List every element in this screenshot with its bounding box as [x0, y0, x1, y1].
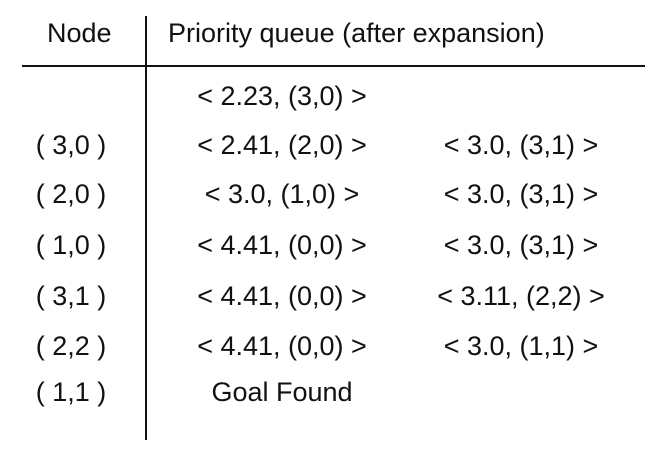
node-cell: ( 1,1 ) [35, 377, 107, 407]
queue-entry: < 4.41, (0,0) > [197, 331, 367, 361]
header-divider [22, 65, 645, 67]
column-divider [145, 16, 147, 440]
node-cell: ( 3,1 ) [35, 281, 107, 311]
queue-entry: < 2.23, (3,0) > [197, 81, 367, 111]
table-row: < 2.23, (3,0) > [0, 76, 655, 116]
queue-entry: < 3.11, (2,2) > [437, 281, 605, 311]
table-row: ( 2,0 ) < 3.0, (1,0) > < 3.0, (3,1) > [0, 174, 655, 214]
queue-entry: < 2.41, (2,0) > [197, 130, 367, 160]
queue-entry: < 3.0, (1,0) > [204, 179, 360, 209]
queue-entry: < 3.0, (1,1) > [443, 331, 599, 361]
table-row: ( 3,1 ) < 4.41, (0,0) > < 3.11, (2,2) > [0, 276, 655, 316]
node-cell: ( 2,0 ) [35, 179, 107, 209]
queue-entry: < 4.41, (0,0) > [197, 230, 367, 260]
table-row: ( 1,1 ) Goal Found [0, 372, 655, 412]
goal-status: Goal Found [211, 377, 353, 407]
node-cell: ( 1,0 ) [35, 230, 107, 260]
queue-entry: < 3.0, (3,1) > [443, 230, 599, 260]
node-cell: ( 3,0 ) [35, 130, 107, 160]
table-row: ( 3,0 ) < 2.41, (2,0) > < 3.0, (3,1) > [0, 125, 655, 165]
table-row: ( 1,0 ) < 4.41, (0,0) > < 3.0, (3,1) > [0, 225, 655, 265]
queue-column-header: Priority queue (after expansion) [168, 18, 545, 48]
queue-entry: < 4.41, (0,0) > [197, 281, 367, 311]
node-column-header: Node [47, 18, 112, 48]
queue-entry: < 3.0, (3,1) > [443, 179, 599, 209]
queue-entry: < 3.0, (3,1) > [443, 130, 599, 160]
table-row: ( 2,2 ) < 4.41, (0,0) > < 3.0, (1,1) > [0, 326, 655, 366]
node-cell: ( 2,2 ) [35, 331, 107, 361]
